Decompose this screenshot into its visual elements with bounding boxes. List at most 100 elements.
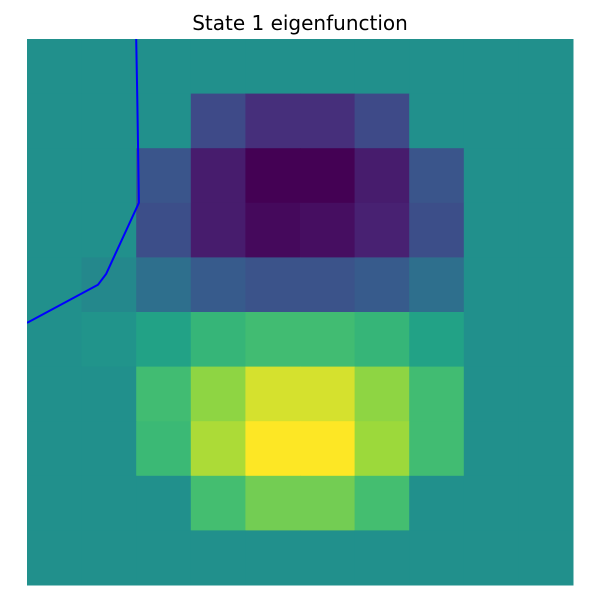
heatmap-cell-r7-c9 bbox=[518, 421, 574, 477]
heatmap-cell-r0-c3 bbox=[190, 39, 246, 95]
heatmap-cell-r1-c2 bbox=[136, 93, 192, 149]
heatmap-cell-r8-c9 bbox=[518, 475, 574, 531]
heatmap-cell-r8-c0 bbox=[27, 475, 83, 531]
heatmap-cell-r9-c4 bbox=[245, 530, 301, 586]
heatmap-cell-r0-c0 bbox=[27, 39, 83, 95]
heatmap-cell-r7-c6 bbox=[354, 421, 410, 477]
heatmap-cell-r2-c2 bbox=[136, 148, 192, 204]
heatmap-cell-r8-c8 bbox=[463, 475, 519, 531]
heatmap-cell-r4-c9 bbox=[518, 257, 574, 313]
chart-title: State 1 eigenfunction bbox=[192, 11, 408, 35]
heatmap-cell-r8-c3 bbox=[190, 475, 246, 531]
heatmap-cell-r6-c2 bbox=[136, 366, 192, 422]
heatmap-cell-r7-c1 bbox=[81, 421, 137, 477]
heatmap-cell-r4-c5 bbox=[300, 257, 356, 313]
heatmap-cell-r4-c3 bbox=[190, 257, 246, 313]
overlay-line bbox=[27, 39, 140, 324]
heatmap-cell-r5-c0 bbox=[27, 312, 83, 368]
heatmap-cell-r0-c1 bbox=[81, 39, 137, 95]
heatmap-cell-r3-c6 bbox=[354, 202, 410, 258]
heatmap-cell-r0-c7 bbox=[409, 39, 465, 95]
heatmap-cell-r0-c8 bbox=[463, 39, 519, 95]
heatmap-cell-r1-c8 bbox=[463, 93, 519, 149]
heatmap-cell-r2-c1 bbox=[81, 148, 137, 204]
heatmap-cell-r9-c8 bbox=[463, 530, 519, 586]
heatmap-cell-r8-c2 bbox=[136, 475, 192, 531]
heatmap-cell-r5-c8 bbox=[463, 312, 519, 368]
heatmap-cell-r3-c9 bbox=[518, 202, 574, 258]
heatmap-cell-r2-c0 bbox=[27, 148, 83, 204]
heatmap-cell-r6-c4 bbox=[245, 366, 301, 422]
heatmap-cell-r8-c4 bbox=[245, 475, 301, 531]
heatmap-cell-r1-c1 bbox=[81, 93, 137, 149]
heatmap-cell-r6-c5 bbox=[300, 366, 356, 422]
heatmap-cell-r6-c9 bbox=[518, 366, 574, 422]
heatmap-cell-r7-c4 bbox=[245, 421, 301, 477]
heatmap-cell-r1-c9 bbox=[518, 93, 574, 149]
heatmap-cell-r3-c7 bbox=[409, 202, 465, 258]
heatmap-cell-r3-c8 bbox=[463, 202, 519, 258]
heatmap-cell-r2-c6 bbox=[354, 148, 410, 204]
heatmap-cell-r8-c6 bbox=[354, 475, 410, 531]
heatmap-cell-r8-c7 bbox=[409, 475, 465, 531]
heatmap-cell-r2-c4 bbox=[245, 148, 301, 204]
heatmap-cell-r0-c9 bbox=[518, 39, 574, 95]
heatmap-cell-r2-c3 bbox=[190, 148, 246, 204]
heatmap-cell-r6-c3 bbox=[190, 366, 246, 422]
heatmap-cell-r9-c2 bbox=[136, 530, 192, 586]
heatmap-cell-r0-c2 bbox=[136, 39, 192, 95]
heatmap-cell-r1-c7 bbox=[409, 93, 465, 149]
heatmap-cell-r9-c7 bbox=[409, 530, 465, 586]
heatmap-cell-r4-c7 bbox=[409, 257, 465, 313]
heatmap-cell-r6-c8 bbox=[463, 366, 519, 422]
heatmap-cell-r5-c7 bbox=[409, 312, 465, 368]
heatmap-cell-r5-c6 bbox=[354, 312, 410, 368]
heatmap-cell-r5-c4 bbox=[245, 312, 301, 368]
heatmap-cell-r3-c4 bbox=[245, 202, 301, 258]
heatmap-cell-r2-c9 bbox=[518, 148, 574, 204]
heatmap-cell-r7-c8 bbox=[463, 421, 519, 477]
heatmap-cell-r0-c4 bbox=[245, 39, 301, 95]
heatmap-cell-r2-c8 bbox=[463, 148, 519, 204]
heatmap-cell-r1-c6 bbox=[354, 93, 410, 149]
heatmap-cell-r1-c0 bbox=[27, 93, 83, 149]
heatmap-cell-r4-c4 bbox=[245, 257, 301, 313]
heatmap-cell-r2-c5 bbox=[300, 148, 356, 204]
heatmap-cell-r7-c3 bbox=[190, 421, 246, 477]
heatmap-cell-r0-c6 bbox=[354, 39, 410, 95]
heatmap-cell-r5-c9 bbox=[518, 312, 574, 368]
heatmap-cell-r7-c7 bbox=[409, 421, 465, 477]
heatmap-cell-r5-c1 bbox=[81, 312, 137, 368]
heatmap-cell-r7-c0 bbox=[27, 421, 83, 477]
heatmap-cell-r4-c2 bbox=[136, 257, 192, 313]
heatmap-cell-r1-c3 bbox=[190, 93, 246, 149]
heatmap-cell-r9-c6 bbox=[354, 530, 410, 586]
heatmap-cell-r5-c5 bbox=[300, 312, 356, 368]
heatmap-cell-r9-c0 bbox=[27, 530, 83, 586]
heatmap-cell-r3-c2 bbox=[136, 202, 192, 258]
heatmap-cell-r4-c8 bbox=[463, 257, 519, 313]
heatmap-cell-r9-c9 bbox=[518, 530, 574, 586]
heatmap-cell-r1-c5 bbox=[300, 93, 356, 149]
heatmap-cell-r3-c5 bbox=[300, 202, 356, 258]
heatmap-cell-r5-c3 bbox=[190, 312, 246, 368]
heatmap-cell-r9-c5 bbox=[300, 530, 356, 586]
heatmap-cell-r8-c5 bbox=[300, 475, 356, 531]
heatmap-cell-r3-c1 bbox=[81, 202, 137, 258]
heatmap-cell-r3-c0 bbox=[27, 202, 83, 258]
heatmap-cell-r6-c1 bbox=[81, 366, 137, 422]
heatmap-cell-r5-c2 bbox=[136, 312, 192, 368]
heatmap-cell-r6-c7 bbox=[409, 366, 465, 422]
heatmap-cell-r8-c1 bbox=[81, 475, 137, 531]
heatmap-cell-r7-c5 bbox=[300, 421, 356, 477]
heatmap-cell-r9-c1 bbox=[81, 530, 137, 586]
heatmap-cell-r6-c0 bbox=[27, 366, 83, 422]
heatmap-cell-r4-c0 bbox=[27, 257, 83, 313]
heatmap-cell-r4-c6 bbox=[354, 257, 410, 313]
heatmap-cell-r6-c6 bbox=[354, 366, 410, 422]
heatmap-cell-r2-c7 bbox=[409, 148, 465, 204]
heatmap-cell-r7-c2 bbox=[136, 421, 192, 477]
heatmap-cell-r3-c3 bbox=[190, 202, 246, 258]
heatmap-cell-r0-c5 bbox=[300, 39, 356, 95]
